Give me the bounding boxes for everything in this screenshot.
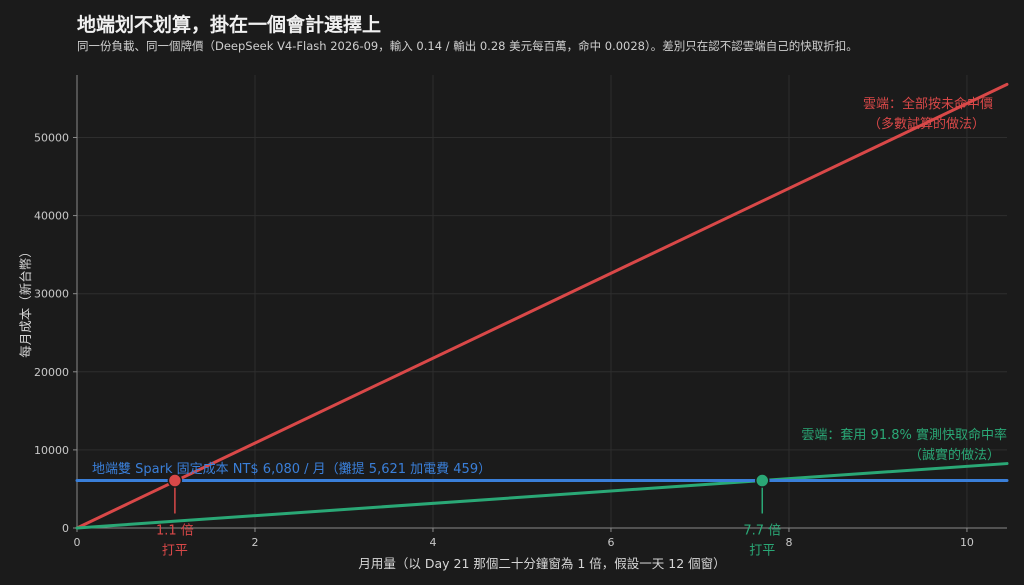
y-tick-label: 30000 [34, 288, 69, 301]
series-lines [75, 82, 1009, 530]
breakeven-markers: 1.1 倍打平 7.7 倍打平 [156, 473, 781, 559]
green-line-label: 雲端：套用 91.8% 實測快取命中率 [801, 427, 1007, 443]
series-line-cloud-cached [75, 462, 1009, 530]
breakeven-red-point [167, 473, 183, 488]
chart-title: 地端划不划算，掛在一個會計選擇上 [77, 14, 382, 36]
axes: 0 2 4 6 8 10 0 10000 20000 30000 40000 50000 [34, 75, 1007, 549]
y-tick-label: 50000 [34, 131, 69, 144]
y-tick-label: 40000 [34, 210, 69, 223]
annotations: 雲端：全部按未命中價 （多數試算的做法） 雲端：套用 91.8% 實測快取命中率 （誠… [92, 96, 1007, 477]
y-tick-label: 20000 [34, 366, 69, 379]
x-tick-label: 2 [251, 536, 258, 549]
breakeven-red-caption: 打平 [162, 544, 188, 559]
series-line-cloud-miss [75, 82, 1009, 530]
red-line-label: 雲端：全部按未命中價 [863, 96, 993, 112]
breakeven-green-caption: 打平 [749, 544, 775, 559]
x-tick-label: 8 [785, 536, 792, 549]
y-tick-label: 10000 [34, 444, 69, 457]
blue-line-label: 地端雙 Spark 固定成本 NT$ 6,080 / 月（攤提 5,621 加電… [92, 461, 491, 477]
x-tick-label: 4 [429, 536, 436, 549]
y-axis-label: 每月成本（新台幣） [18, 245, 33, 358]
green-line-sublabel: （誠實的做法） [909, 447, 1000, 463]
chart-subtitle: 同一份負載、同一個牌價（DeepSeek V4-Flash 2026-09，輸入… [77, 39, 858, 53]
y-tick-label: 0 [62, 522, 69, 535]
red-line-sublabel: （多數試算的做法） [868, 116, 985, 132]
breakeven-green-multiplier: 7.7 倍 [743, 524, 781, 539]
breakeven-green-point [755, 473, 770, 488]
x-tick-label: 0 [74, 536, 81, 549]
x-axis-label: 月用量（以 Day 21 那個二十分鐘窗為 1 倍，假設一天 12 個窗） [358, 556, 725, 571]
x-tick-label: 10 [960, 536, 974, 549]
breakeven-red-multiplier: 1.1 倍 [156, 524, 194, 539]
x-tick-label: 6 [607, 536, 614, 549]
